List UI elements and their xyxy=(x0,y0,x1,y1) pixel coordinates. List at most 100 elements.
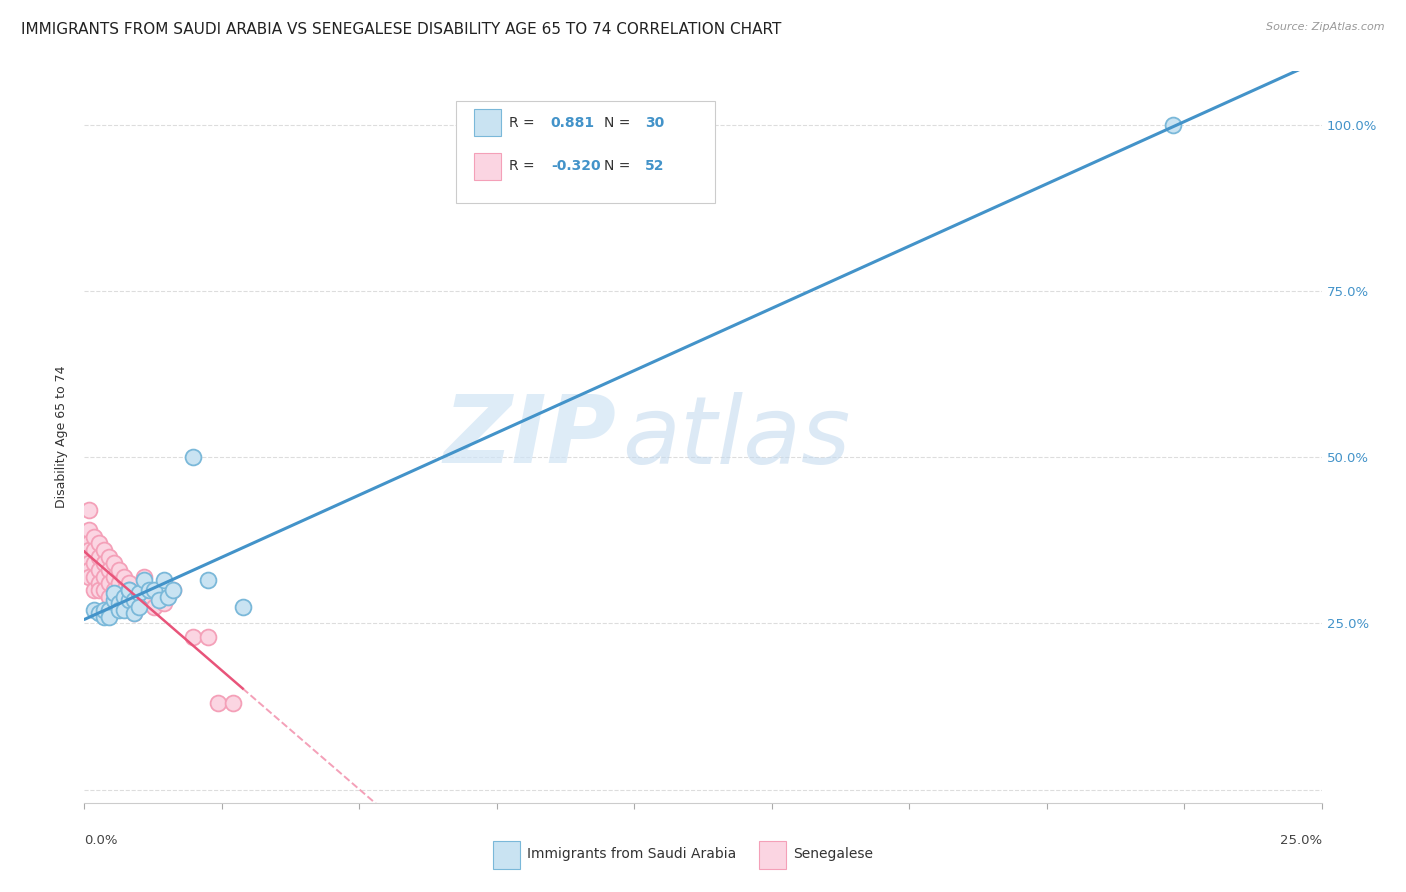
Point xyxy=(122,586,145,600)
Point xyxy=(79,549,101,564)
Text: R =: R = xyxy=(509,160,538,173)
Point xyxy=(103,557,125,571)
Point xyxy=(222,696,245,710)
Point xyxy=(79,523,101,537)
Point xyxy=(93,570,115,584)
Point xyxy=(98,549,121,564)
Point xyxy=(93,543,115,558)
Point xyxy=(103,596,125,610)
Point xyxy=(152,596,174,610)
Point xyxy=(181,450,204,464)
Text: ZIP: ZIP xyxy=(443,391,616,483)
Point xyxy=(83,557,105,571)
Point xyxy=(118,576,141,591)
Point xyxy=(162,582,184,597)
Point xyxy=(197,573,219,587)
Point xyxy=(128,599,150,614)
Point xyxy=(112,593,135,607)
Point xyxy=(142,582,165,597)
Point xyxy=(152,573,174,587)
Text: 30: 30 xyxy=(645,116,664,129)
Point xyxy=(122,607,145,621)
Text: Source: ZipAtlas.com: Source: ZipAtlas.com xyxy=(1267,22,1385,32)
Point xyxy=(128,586,150,600)
Point xyxy=(197,630,219,644)
Point xyxy=(108,603,131,617)
Text: R =: R = xyxy=(509,116,538,129)
Point xyxy=(93,557,115,571)
Point xyxy=(103,586,125,600)
Point xyxy=(93,603,115,617)
Point xyxy=(148,593,170,607)
Point xyxy=(207,696,229,710)
Point xyxy=(98,609,121,624)
Point xyxy=(89,549,111,564)
Point xyxy=(118,582,141,597)
Point xyxy=(79,563,101,577)
Point xyxy=(83,603,105,617)
Point xyxy=(132,570,155,584)
Point xyxy=(122,596,145,610)
Point xyxy=(89,607,111,621)
Text: N =: N = xyxy=(605,160,634,173)
Point xyxy=(138,582,160,597)
FancyBboxPatch shape xyxy=(759,841,786,869)
Text: 25.0%: 25.0% xyxy=(1279,834,1322,847)
Point xyxy=(118,582,141,597)
FancyBboxPatch shape xyxy=(492,841,520,869)
Text: Immigrants from Saudi Arabia: Immigrants from Saudi Arabia xyxy=(527,847,737,861)
Text: 0.0%: 0.0% xyxy=(84,834,118,847)
Point xyxy=(112,582,135,597)
Point xyxy=(79,543,101,558)
Point xyxy=(118,586,141,600)
Text: atlas: atlas xyxy=(623,392,851,483)
Point xyxy=(83,582,105,597)
Y-axis label: Disability Age 65 to 74: Disability Age 65 to 74 xyxy=(55,366,69,508)
Text: -0.320: -0.320 xyxy=(551,160,600,173)
Point xyxy=(122,607,145,621)
Point xyxy=(112,570,135,584)
Text: 52: 52 xyxy=(645,160,665,173)
Point xyxy=(108,563,131,577)
Text: N =: N = xyxy=(605,116,634,129)
Point xyxy=(142,599,165,614)
Point xyxy=(89,563,111,577)
Point xyxy=(79,557,101,571)
Point xyxy=(118,593,141,607)
Point xyxy=(93,582,115,597)
Point xyxy=(103,582,125,597)
Point xyxy=(103,593,125,607)
Point xyxy=(83,530,105,544)
Point xyxy=(132,590,155,604)
Point xyxy=(83,543,105,558)
Point xyxy=(232,599,254,614)
Point xyxy=(79,570,101,584)
FancyBboxPatch shape xyxy=(474,153,502,180)
Point xyxy=(157,590,180,604)
Point xyxy=(132,573,155,587)
Point xyxy=(98,576,121,591)
Point xyxy=(181,630,204,644)
Point xyxy=(122,593,145,607)
Point xyxy=(79,536,101,550)
Text: Senegalese: Senegalese xyxy=(793,847,873,861)
Point xyxy=(98,590,121,604)
Point xyxy=(93,609,115,624)
Point xyxy=(112,603,135,617)
Text: IMMIGRANTS FROM SAUDI ARABIA VS SENEGALESE DISABILITY AGE 65 TO 74 CORRELATION C: IMMIGRANTS FROM SAUDI ARABIA VS SENEGALE… xyxy=(21,22,782,37)
Point xyxy=(138,593,160,607)
Point xyxy=(128,586,150,600)
Point xyxy=(108,596,131,610)
Point xyxy=(89,576,111,591)
Point xyxy=(108,576,131,591)
Point xyxy=(1161,118,1184,132)
FancyBboxPatch shape xyxy=(474,109,502,136)
Text: 0.881: 0.881 xyxy=(551,116,595,129)
FancyBboxPatch shape xyxy=(456,101,716,203)
Point xyxy=(98,563,121,577)
Point xyxy=(89,582,111,597)
Point xyxy=(108,593,131,607)
Point xyxy=(89,536,111,550)
Point xyxy=(98,603,121,617)
Point xyxy=(103,570,125,584)
